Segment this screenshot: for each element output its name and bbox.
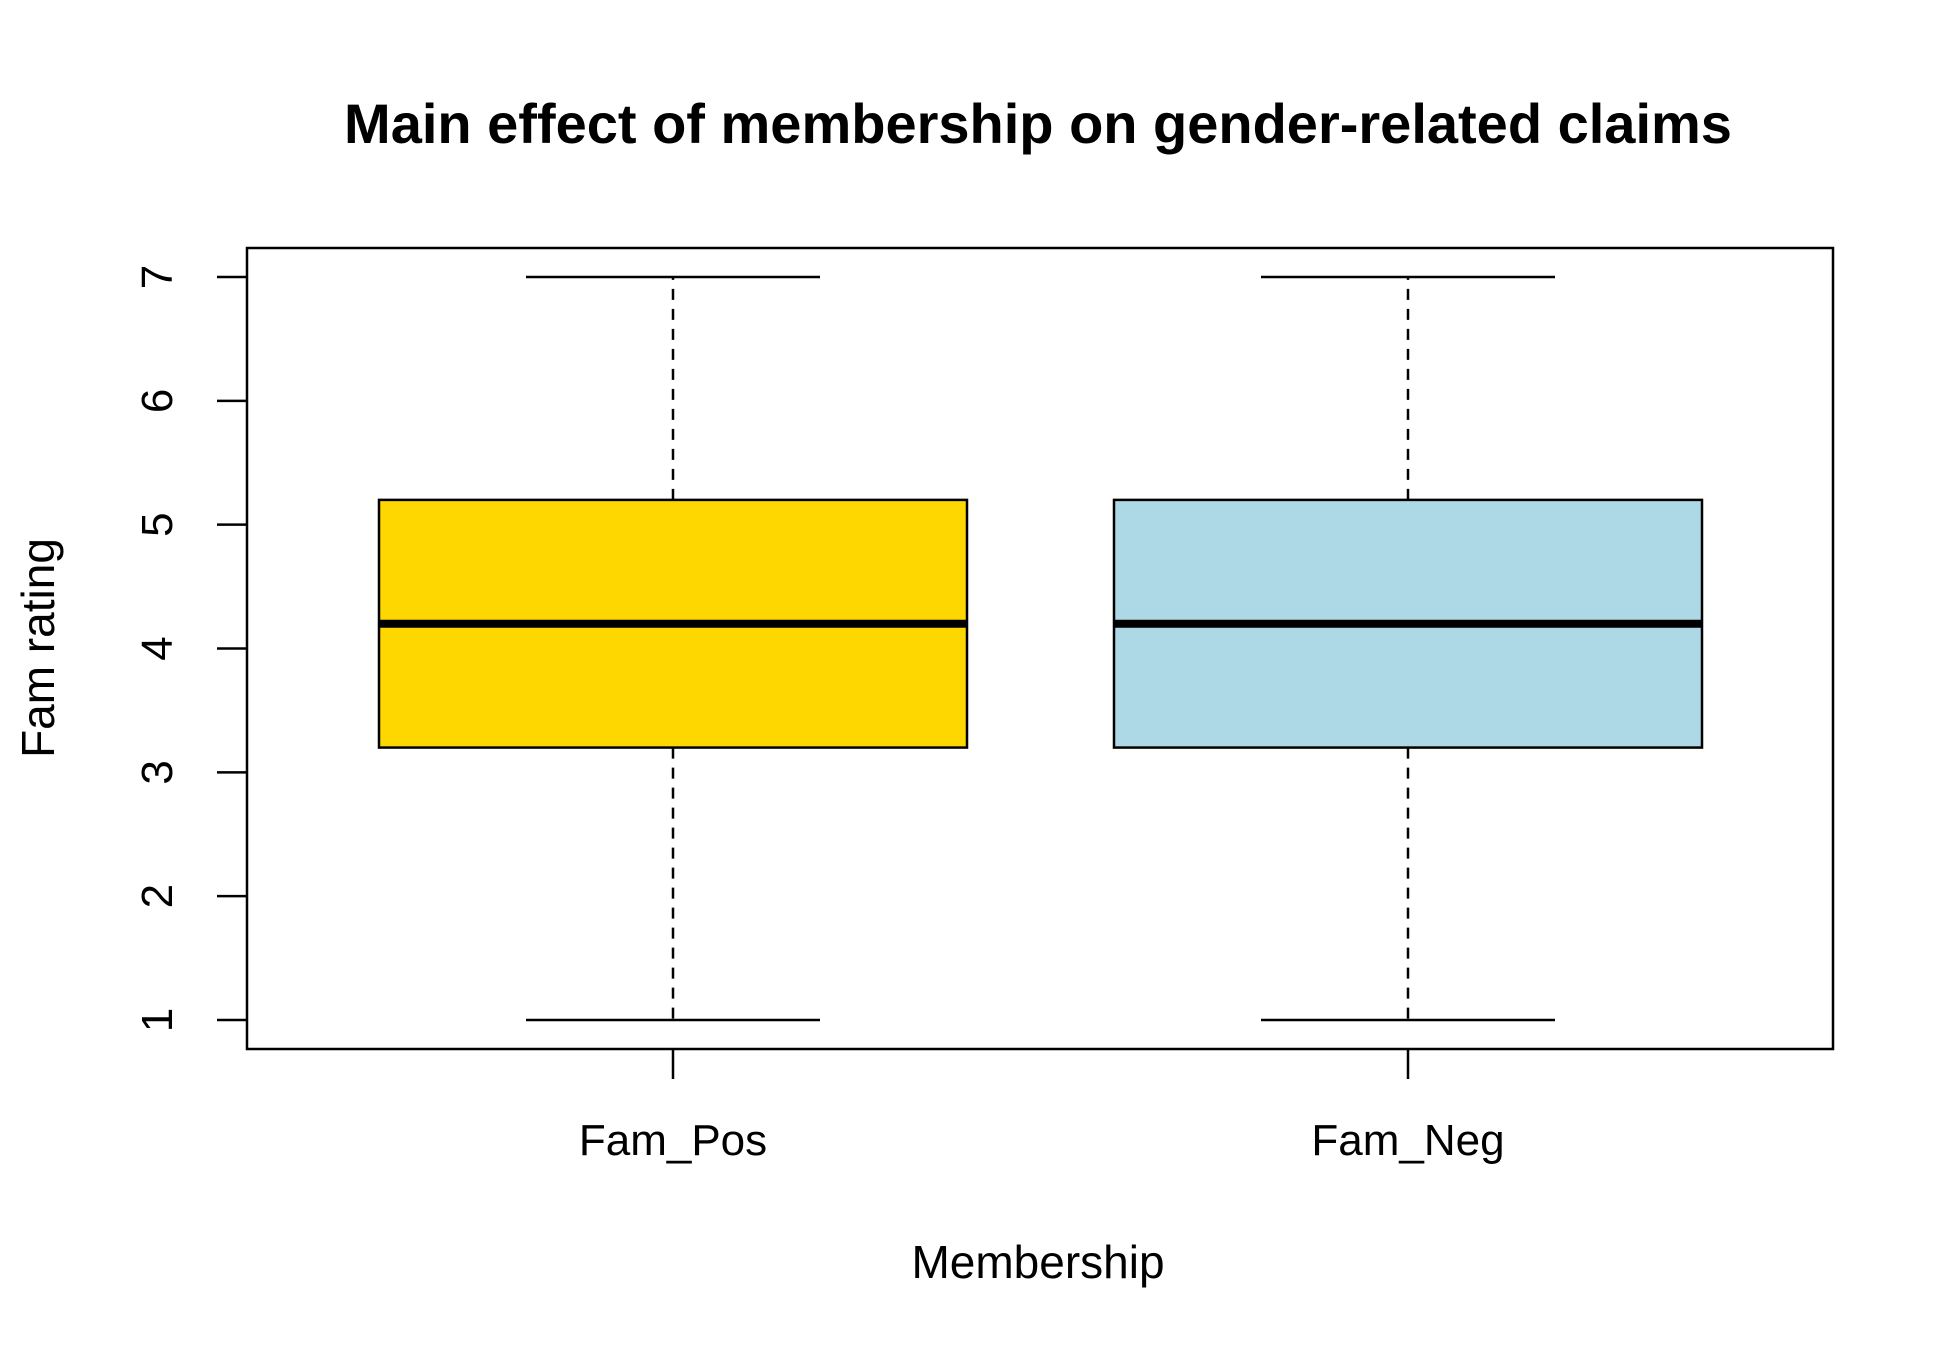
y-tick-label: 4 <box>133 636 182 660</box>
x-tick-label: Fam_Neg <box>1311 1116 1504 1165</box>
box-fam-neg <box>1112 275 1704 1022</box>
y-axis: 1 2 3 4 5 6 7 <box>133 265 247 1032</box>
box-fam-pos <box>377 275 969 1022</box>
chart-title: Main effect of membership on gender-rela… <box>344 92 1732 155</box>
y-tick-label: 3 <box>133 760 182 784</box>
y-tick-label: 7 <box>133 265 182 289</box>
x-axis: Fam_Pos Fam_Neg <box>579 1049 1505 1165</box>
y-tick-label: 1 <box>133 1008 182 1032</box>
x-tick-label: Fam_Pos <box>579 1116 767 1165</box>
boxes <box>377 275 1704 1022</box>
y-tick-label: 2 <box>133 884 182 908</box>
y-tick-label: 6 <box>133 389 182 413</box>
y-axis-label: Fam rating <box>12 538 64 758</box>
y-tick-label: 5 <box>133 512 182 536</box>
x-axis-label: Membership <box>911 1236 1164 1288</box>
